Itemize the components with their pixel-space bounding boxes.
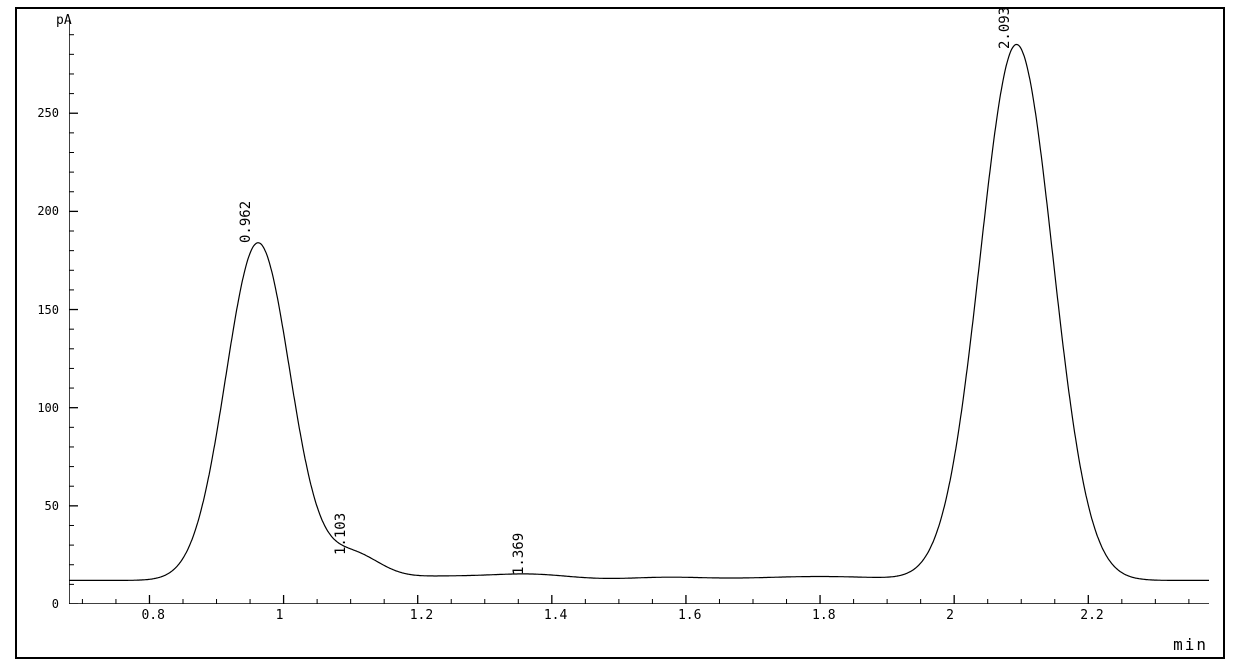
chromatogram-line xyxy=(69,19,1209,604)
x-tick-label: 2 xyxy=(946,608,954,623)
peak-label: 0.962 xyxy=(238,201,254,243)
chart-frame: pA min 050100150200250 0.811.21.41.61.82… xyxy=(15,7,1225,659)
plot-area xyxy=(69,19,1209,604)
x-tick-label: 1.4 xyxy=(544,608,567,623)
x-axis-unit: min xyxy=(1173,635,1208,654)
peak-label: 1.103 xyxy=(333,513,349,555)
y-tick-label: 0 xyxy=(52,597,59,611)
x-tick-label: 1 xyxy=(276,608,284,623)
x-tick-label: 0.8 xyxy=(141,608,164,623)
x-tick-label: 1.8 xyxy=(812,608,835,623)
x-tick-label: 1.2 xyxy=(410,608,433,623)
x-tick-label: 2.2 xyxy=(1080,608,1103,623)
peak-label: 2.093 xyxy=(997,6,1013,48)
y-tick-label: 150 xyxy=(37,303,59,317)
y-tick-label: 50 xyxy=(45,499,59,513)
peak-label: 1.369 xyxy=(511,532,527,574)
x-tick-label: 1.6 xyxy=(678,608,701,623)
y-tick-label: 200 xyxy=(37,204,59,218)
y-tick-label: 100 xyxy=(37,401,59,415)
y-tick-label: 250 xyxy=(37,106,59,120)
